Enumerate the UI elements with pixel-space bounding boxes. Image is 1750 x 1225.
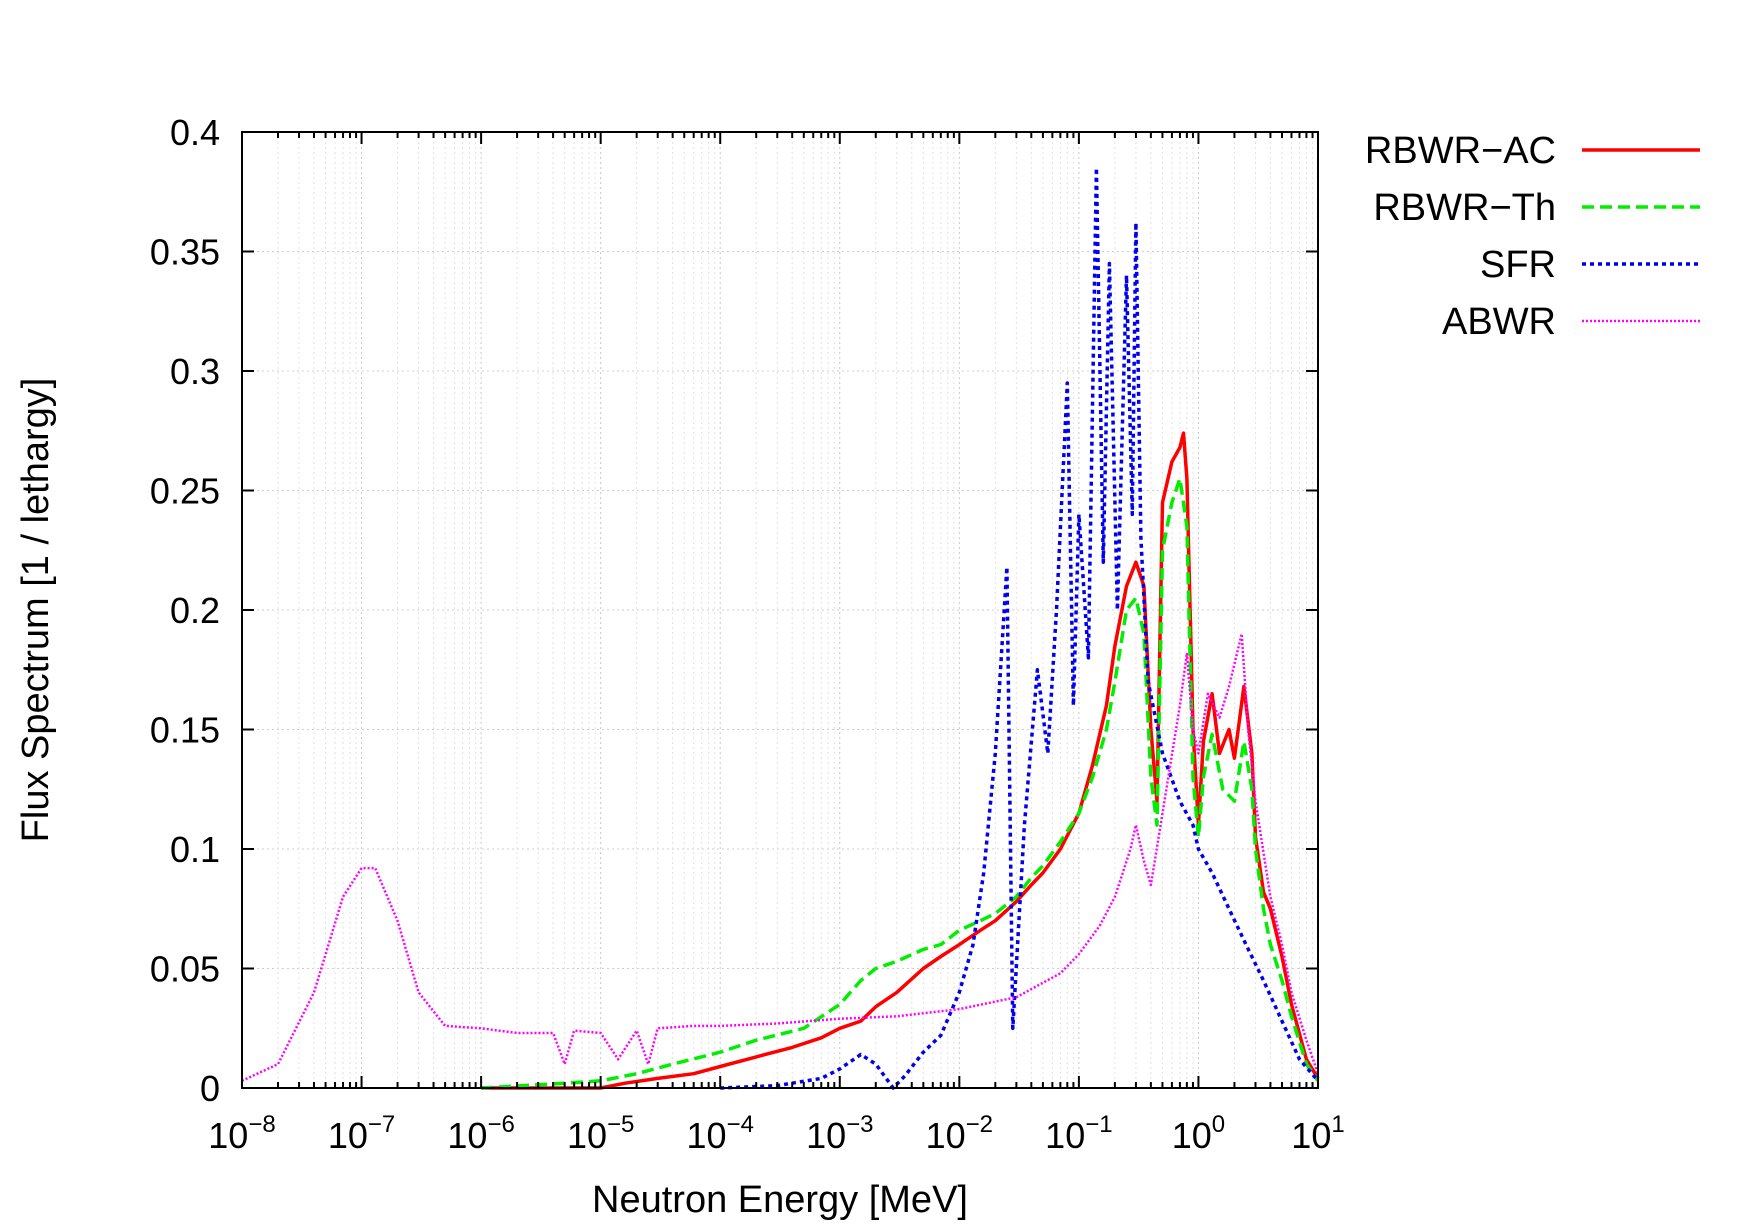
legend-label: RBWR−AC bbox=[1365, 130, 1556, 172]
x-tick-label: 10−5 bbox=[567, 1111, 634, 1156]
y-tick-label: 0.25 bbox=[150, 471, 220, 512]
x-tick-label: 100 bbox=[1172, 1111, 1225, 1156]
series-line-2 bbox=[720, 166, 1320, 1090]
legend: RBWR−AC RBWR−Th SFR ABWR bbox=[1365, 130, 1700, 343]
grid bbox=[242, 132, 1318, 1088]
x-tick-label: 10−7 bbox=[328, 1111, 395, 1156]
x-tick-label: 10−6 bbox=[447, 1111, 514, 1156]
x-tick-label: 10−4 bbox=[687, 1111, 754, 1156]
y-tick-label: 0.05 bbox=[150, 949, 220, 990]
y-tick-label: 0.4 bbox=[170, 112, 220, 153]
legend-label: ABWR bbox=[1442, 301, 1556, 343]
series-line-1 bbox=[480, 476, 1320, 1090]
x-axis-label: Neutron Energy [MeV] bbox=[592, 1179, 968, 1221]
y-tick-label: 0.3 bbox=[170, 351, 220, 392]
y-tick-labels: 0 0.05 0.1 0.15 0.2 0.25 0.3 0.35 0.4 bbox=[150, 112, 220, 1109]
y-tick-label: 0.15 bbox=[150, 710, 220, 751]
y-tick-label: 0.2 bbox=[170, 590, 220, 631]
series-line-3 bbox=[241, 632, 1320, 1082]
x-tick-label: 10−3 bbox=[806, 1111, 873, 1156]
x-tick-label: 10−2 bbox=[926, 1111, 993, 1156]
x-tick-label: 10−8 bbox=[208, 1111, 275, 1156]
y-axis-label: Flux Spectrum [1 / lethargy] bbox=[15, 378, 57, 843]
axis-ticks bbox=[241, 131, 1319, 1089]
series-line-0 bbox=[481, 431, 1320, 1090]
y-tick-label: 0.35 bbox=[150, 232, 220, 273]
legend-label: RBWR−Th bbox=[1373, 187, 1556, 229]
x-tick-label: 10−1 bbox=[1045, 1111, 1112, 1156]
legend-label: SFR bbox=[1480, 244, 1556, 286]
y-tick-label: 0 bbox=[200, 1068, 220, 1109]
series-layer bbox=[241, 166, 1320, 1090]
x-tick-labels: 10−8 10−7 10−6 10−5 10−4 10−3 10−2 10−1 100 101 bbox=[208, 1111, 1344, 1156]
x-tick-label: 101 bbox=[1291, 1111, 1344, 1156]
y-tick-label: 0.1 bbox=[170, 829, 220, 870]
